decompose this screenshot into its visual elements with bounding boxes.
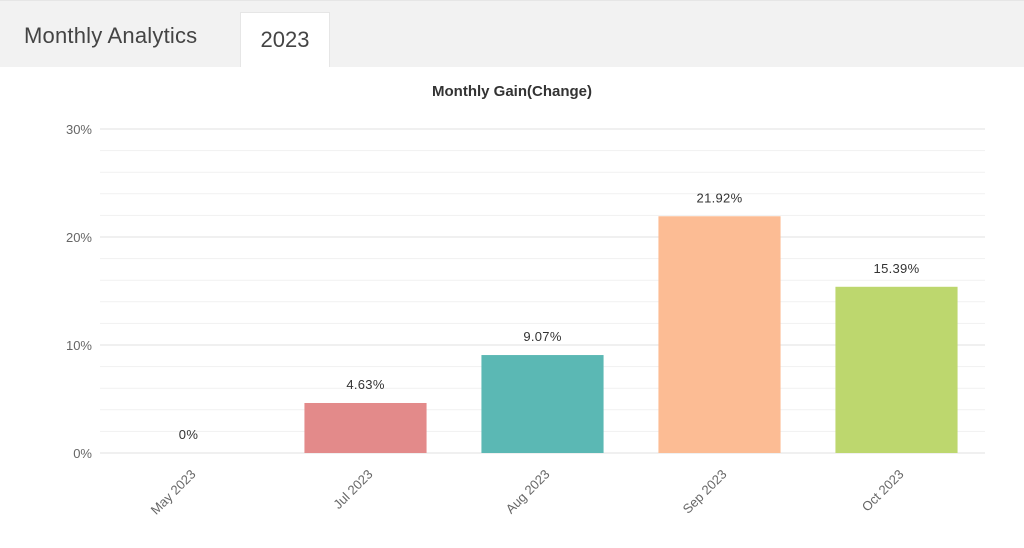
x-axis-labels: May 2023 Jul 2023 Aug 2023 Sep 2023 Oct 2023 [148,467,907,518]
y-tick-label: 0% [73,446,92,461]
bar[interactable] [658,216,781,453]
chart-title: Monthly Gain(Change) [432,83,592,100]
data-label: 21.92% [697,190,743,205]
bars [304,216,958,453]
x-tick-label: Oct 2023 [859,467,907,515]
bar[interactable] [304,402,427,453]
x-tick-label: Jul 2023 [330,467,375,512]
y-tick-label: 20% [66,230,92,245]
bar[interactable] [835,286,958,453]
data-label: 0% [179,427,199,442]
data-label: 9.07% [523,329,562,344]
page-title: Monthly Analytics [24,23,198,48]
y-tick-label: 10% [66,338,92,353]
x-tick-label: Sep 2023 [680,467,730,517]
data-label: 4.63% [346,377,385,392]
bar[interactable] [481,355,604,453]
y-tick-label: 30% [66,122,92,137]
x-tick-label: May 2023 [148,467,199,518]
bar-chart: Monthly Gain(Change) 0% 10% 20% 30% 0% 4.63%… [66,83,985,518]
data-label: 15.39% [874,261,920,276]
x-tick-label: Aug 2023 [503,467,553,517]
data-labels: 0% 4.63% 9.07% 21.92% 15.39% [179,190,920,442]
tab-2023[interactable]: 2023 [240,12,330,67]
y-axis-ticks: 0% 10% 20% 30% [66,122,92,461]
header-bar: Monthly Analytics 2023 [0,0,1024,67]
